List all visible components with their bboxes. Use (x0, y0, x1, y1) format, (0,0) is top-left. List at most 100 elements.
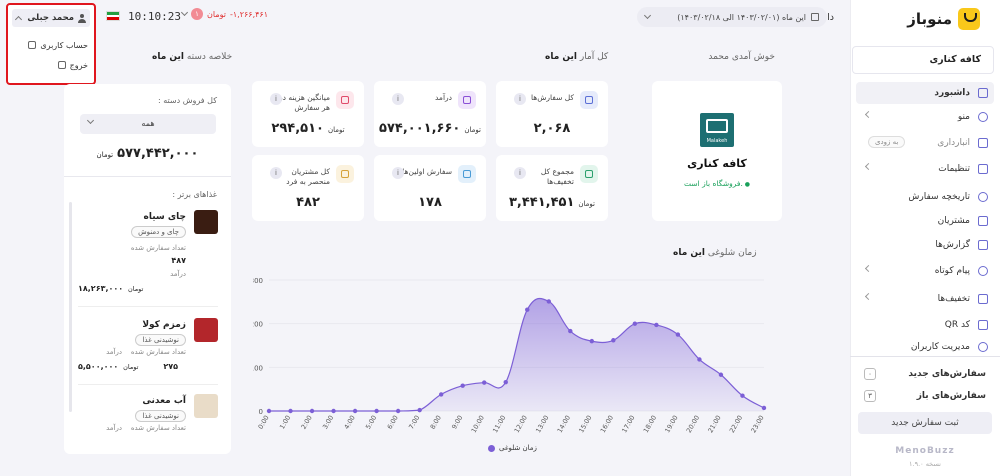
sidebar-item-4[interactable]: تاریخچه سفارش (856, 186, 994, 208)
x-tick-label: 4:00 (343, 414, 357, 431)
revenue-unit: تومان (123, 363, 139, 371)
orders-label: تعداد سفارش شده (130, 348, 186, 356)
stat-number: ۴۸۲ (296, 195, 320, 210)
data-point (417, 407, 422, 413)
sidebar-item-5[interactable]: مشتریان (856, 210, 994, 232)
welcome-title: خوش آمدی محمد (708, 52, 775, 62)
stat-number: ۲,۰۶۸ (533, 121, 571, 136)
revenue-value: تومان ۱۸,۲۶۳,۰۰۰ (78, 284, 143, 293)
x-tick-label: 21:00 (706, 414, 722, 434)
sidebar-item-1[interactable]: منو (856, 106, 994, 128)
category-select[interactable]: همه (80, 114, 216, 134)
sidebar-item-9[interactable]: کد QR (856, 314, 994, 336)
stat-unit: تومان (327, 126, 345, 134)
store-selector[interactable]: کافه کناری (852, 46, 994, 74)
open-orders-label: سفارش‌های باز (916, 391, 986, 401)
stat-label: سفارش اولین‌ها (402, 167, 452, 176)
orders-value: ۴۸۷ (171, 256, 186, 265)
store-name: کافه کناری (687, 157, 747, 170)
revenue-number: ۵,۵۰۰,۰۰۰ (78, 362, 119, 371)
x-tick-label: 9:00 (450, 414, 464, 431)
brand-name: منوباز (907, 10, 952, 28)
stat-label: مجموع کل تخفیف‌ها (540, 167, 574, 186)
info-icon[interactable]: i (514, 167, 526, 179)
box-icon (978, 138, 988, 148)
user-menu-toggle[interactable]: محمد جبلی (12, 9, 90, 27)
stat-value: ۱۷۸ (374, 195, 486, 210)
x-tick-label: 0:00 (256, 414, 270, 431)
menu-item-account[interactable]: حساب کاربری (16, 38, 88, 52)
brand-logo-icon (958, 8, 980, 30)
brand[interactable]: منوباز (907, 8, 980, 30)
sidebar-item-0[interactable]: داشبورد (856, 82, 994, 104)
stat-value: ۲۹۴,۵۱۰ تومان (252, 121, 364, 136)
balance-unit: تومان (207, 9, 226, 19)
sidebar-item-6[interactable]: گزارش‌ها (856, 234, 994, 256)
tag-icon (580, 165, 598, 183)
scrollbar[interactable] (69, 202, 72, 412)
stats-title: کل آمار این ماه (545, 52, 608, 62)
store-status: فروشگاه باز است. (652, 179, 782, 188)
sidebar-item-label: مشتریان (937, 216, 970, 226)
revenue-value: تومان ۵,۵۰۰,۰۰۰ (78, 362, 138, 371)
data-point (331, 408, 336, 414)
data-point (460, 383, 465, 388)
menu-item-logout[interactable]: خروج (16, 58, 88, 72)
date-range-picker[interactable]: این ماه (۱۴۰۳/۰۲/۰۱ الی ۱۴۰۳/۰۲/۱۸) (637, 7, 827, 27)
x-tick-label: 7:00 (407, 414, 421, 431)
balance-widget[interactable]: ۱ تومان -۱,۲۶۶,۴۶۱ (180, 8, 269, 20)
stat-unit: تومان (578, 200, 595, 208)
menu-item-label: حساب کاربری (40, 40, 88, 50)
info-icon[interactable]: i (270, 93, 282, 105)
data-point (546, 299, 551, 304)
store-logo-icon: Malakeh (700, 113, 734, 147)
x-tick-label: 20:00 (685, 414, 701, 434)
new-orders-row[interactable]: سفارش‌های جدید ۰ (864, 366, 986, 382)
stat-value: ۵۷۴,۰۰۱,۶۶۰ تومان (374, 121, 486, 136)
food-tag: نوشیدنی غذا (135, 334, 186, 346)
info-icon[interactable]: i (392, 93, 404, 105)
id-card-icon (28, 41, 37, 49)
info-icon[interactable]: i (392, 167, 404, 179)
new-order-button[interactable]: ثبت سفارش جدید (858, 412, 992, 434)
data-point (632, 321, 638, 326)
revenue-label: درآمد (106, 424, 122, 432)
stat-card: میانگین هزینه در هر سفارش i ۲۹۴,۵۱۰ تومان (252, 81, 364, 147)
stat-value: ۳,۴۴۱,۴۵۱ تومان (496, 195, 608, 210)
data-point (740, 393, 745, 398)
category-sales-label: کل فروش دسته : (157, 96, 217, 105)
x-tick-label: 8:00 (429, 414, 443, 431)
history-icon (978, 192, 988, 202)
wallet-icon (458, 91, 476, 109)
sidebar-item-label: منو (957, 112, 970, 122)
sidebar-item-10[interactable]: مدیریت کاربران (856, 336, 994, 358)
data-point (309, 408, 315, 414)
sidebar-item-label: گزارش‌ها (935, 240, 970, 250)
open-orders-row[interactable]: سفارش‌های باز ۳ (864, 388, 986, 404)
y-tick-label: 300 (253, 277, 263, 285)
x-tick-label: 16:00 (599, 414, 615, 434)
logout-icon (57, 61, 66, 69)
info-icon[interactable]: i (270, 167, 282, 179)
user-name: محمد جبلی (27, 13, 74, 23)
stat-number: ۲۹۴,۵۱۰ (271, 121, 324, 136)
date-range-label: این ماه (۱۴۰۳/۰۲/۰۱ الی ۱۴۰۳/۰۲/۱۸) (677, 12, 806, 22)
info-icon[interactable]: i (514, 93, 526, 105)
stat-card: سفارش اولین‌ها i ۱۷۸ (374, 155, 486, 221)
welcome-card: Malakeh کافه کناری فروشگاه باز است. (652, 81, 782, 221)
stat-card: کل سفارش‌ها i ۲,۰۶۸ (496, 81, 608, 147)
sidebar-item-3[interactable]: تنظیمات (856, 158, 994, 180)
category-title: خلاصه دسته این ماه (152, 52, 232, 62)
message-icon (978, 266, 988, 276)
layers-icon (978, 112, 988, 122)
sidebar-item-7[interactable]: پیام کوتاه (856, 260, 994, 282)
clipboard-icon (580, 91, 598, 109)
x-tick-label: 23:00 (749, 414, 765, 434)
sidebar-item-2[interactable]: انبارداری به زودی (856, 132, 994, 154)
sidebar-item-label: کد QR (944, 320, 970, 330)
grid-icon (978, 88, 988, 98)
sidebar-item-8[interactable]: تخفیف‌ها (856, 288, 994, 310)
sidebar-item-label: تاریخچه سفارش (908, 192, 970, 202)
data-point (525, 307, 530, 312)
balance-amount: -۱,۲۶۶,۴۶۱ (229, 9, 269, 19)
